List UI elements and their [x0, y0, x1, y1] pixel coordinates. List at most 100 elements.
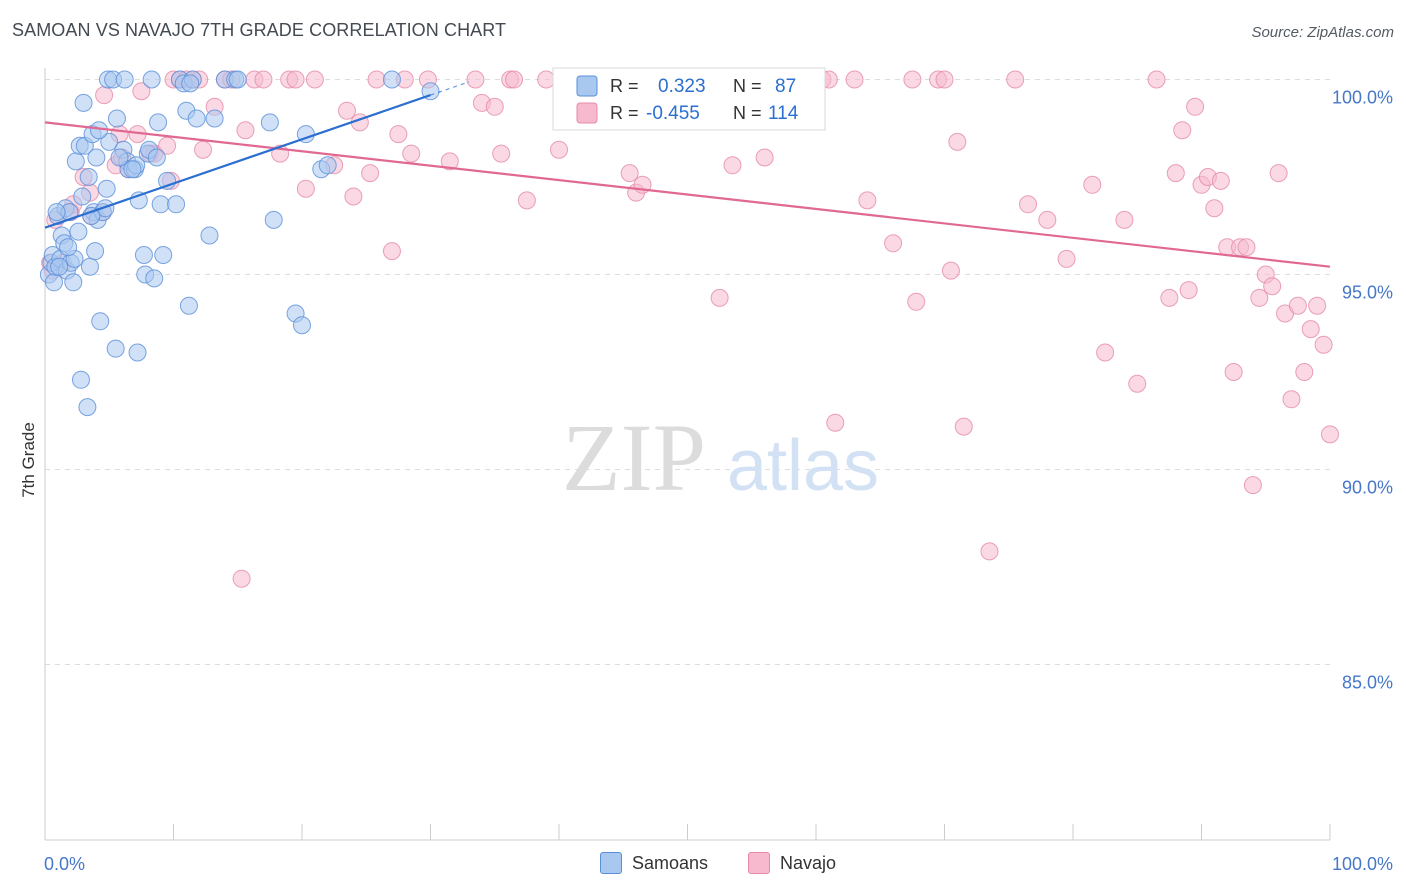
navajo-point [1006, 70, 1025, 89]
navajo-point [344, 187, 363, 206]
bottom-legend-item-samoans: Samoans [600, 852, 708, 874]
navajo-point [1205, 199, 1224, 218]
navajo-point [95, 86, 114, 105]
navajo-point [1211, 171, 1230, 190]
navajo-point [1269, 164, 1288, 183]
navajo-point [1243, 476, 1262, 495]
legend-swatch-samoans [576, 75, 598, 97]
navajo-point [466, 70, 485, 89]
samoans-point [79, 168, 98, 186]
navajo-point [1321, 425, 1339, 444]
samoans-point [87, 148, 106, 167]
navajo-point [620, 164, 639, 183]
navajo-point [550, 140, 568, 159]
watermark-atlas: atlas [727, 426, 879, 506]
navajo-point [236, 121, 255, 140]
legend-n-value-navajo: 114 [768, 103, 799, 124]
navajo-point [1128, 374, 1147, 393]
bottom-legend-swatch-navajo [748, 852, 770, 874]
watermark: ZIP atlas [562, 404, 879, 511]
samoans-point [110, 148, 129, 167]
samoans-point [82, 207, 101, 225]
legend-n-label-navajo: N = [733, 103, 762, 123]
y-tick-label: 90.0% [1342, 478, 1393, 498]
navajo-point [710, 288, 729, 307]
samoans-point [123, 160, 142, 179]
navajo-point [389, 125, 408, 144]
navajo-point [1282, 390, 1301, 409]
navajo-point [492, 144, 511, 163]
axes: 85.0% 90.0% 95.0% 100.0% 0.0% 100.0% [44, 68, 1393, 874]
samoans-point [96, 199, 115, 218]
samoans-point [64, 273, 83, 292]
navajo-point [382, 242, 401, 261]
samoans-point [71, 370, 90, 389]
navajo-point [232, 569, 251, 588]
samoans-point [100, 132, 119, 151]
navajo-point [1038, 210, 1057, 229]
samoans-point [205, 109, 224, 128]
samoans-trend-extension [430, 81, 470, 96]
samoans-point [187, 109, 206, 128]
samoans-point [50, 257, 69, 276]
bottom-legend-swatch-samoans [600, 852, 622, 874]
source-label: Source: ZipAtlas.com [1251, 24, 1394, 41]
navajo-point [132, 82, 151, 101]
navajo-point [907, 292, 926, 311]
samoans-point [115, 70, 134, 89]
samoans-point [142, 70, 161, 89]
samoans-point [200, 226, 219, 245]
watermark-zip: ZIP [562, 404, 706, 511]
navajo-point [1186, 97, 1205, 116]
legend-frame [552, 67, 826, 131]
samoans-point [179, 296, 198, 315]
samoans-point [228, 70, 247, 89]
navajo-point [1083, 175, 1102, 194]
navajo-point [1250, 288, 1269, 307]
samoans-point [73, 187, 92, 206]
samoans-trend-line [44, 94, 431, 229]
navajo-point [941, 261, 960, 280]
navajo-point [1237, 238, 1256, 257]
bottom-legend-label-samoans: Samoans [632, 852, 709, 873]
navajo-point [305, 70, 324, 89]
navajo-point [858, 191, 877, 210]
navajo-point [948, 132, 967, 151]
navajo-point [1224, 363, 1243, 381]
samoans-point [318, 156, 337, 175]
samoans-point [154, 246, 173, 264]
navajo-point [723, 156, 742, 175]
trend-lines [44, 81, 1331, 268]
navajo-point [755, 148, 774, 167]
navajo-point [1115, 210, 1134, 229]
navajo-point [845, 70, 864, 89]
navajo-point [884, 234, 903, 253]
navajo-point [402, 144, 421, 163]
samoans-point [86, 242, 105, 261]
samoans-point [382, 70, 401, 89]
samoans-point [74, 93, 93, 112]
legend-n-label-samoans: N = [733, 76, 762, 96]
navajo-point [1057, 249, 1076, 268]
navajo-point [1173, 121, 1192, 140]
samoans-point [59, 238, 78, 257]
legend: R = 0.323 N = 87 R = -0.455 N = 114 [552, 67, 826, 131]
y-axis-label: 7th Grade [19, 422, 38, 498]
samoans-point [167, 195, 186, 214]
samoans-point [181, 74, 200, 93]
legend-r-label-samoans: R = [610, 76, 639, 96]
navajo-point [1147, 70, 1166, 89]
legend-n-value-samoans: 87 [775, 76, 796, 97]
navajo-point [194, 140, 213, 159]
x-tick-label-min: 0.0% [44, 854, 85, 874]
samoans-point [128, 343, 147, 362]
samoans-point [149, 113, 168, 132]
samoans-point [66, 152, 85, 171]
navajo-point [980, 542, 999, 561]
navajo-point [296, 179, 315, 198]
navajo-point [505, 70, 524, 89]
navajo-point [1295, 363, 1314, 381]
navajo-point [485, 97, 504, 116]
data-points [39, 70, 1339, 588]
